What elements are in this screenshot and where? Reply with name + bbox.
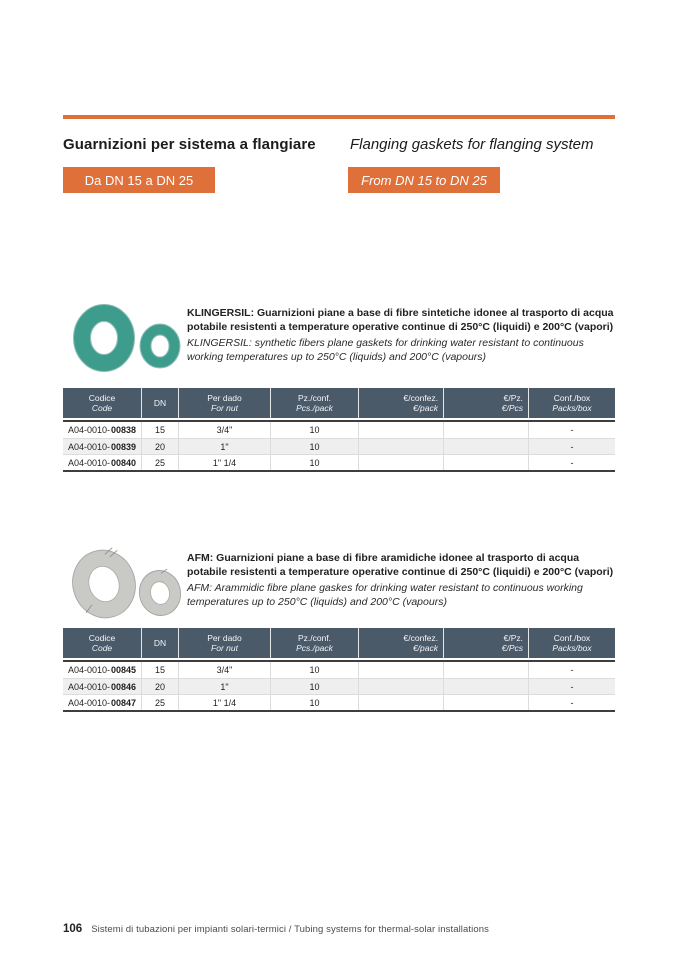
afm-product-table: Codice Code DN Per dado For nut Pz./conf. P… <box>63 628 615 712</box>
cell-eur-pcs <box>443 455 528 470</box>
cell-nut: 1" 1/4 <box>178 455 270 470</box>
cell-pcs-pack: 10 <box>270 439 358 454</box>
column-header-pcs-pack: Pz./conf. Pcs./pack <box>270 388 358 418</box>
column-header-eur-pcs: €/Pz. €/Pcs <box>443 628 528 658</box>
cell-packs-box: - <box>528 455 615 470</box>
cell-packs-box: - <box>528 422 615 438</box>
column-header-eur-pack: €/confez. €/pack <box>358 388 443 418</box>
table-row: A04-0010- 00839 20 1" 10 - <box>63 438 615 454</box>
column-header-eur-pcs: €/Pz. €/Pcs <box>443 388 528 418</box>
column-header-code: Codice Code <box>88 393 116 413</box>
cell-nut: 3/4" <box>178 422 270 438</box>
cell-pcs-pack: 10 <box>270 422 358 438</box>
accent-divider-rule <box>63 115 615 119</box>
afm-description: AFM: Guarnizioni piane a base di fibre a… <box>187 551 617 609</box>
cell-eur-pcs <box>443 439 528 454</box>
column-header-dn: DN <box>141 388 178 418</box>
table-body: A04-0010- 00838 15 3/4" 10 - A04-0010- 008… <box>63 420 615 472</box>
klingersil-description-italian: KLINGERSIL: Guarnizioni piane a base di … <box>187 307 614 333</box>
column-header-code: Codice Code <box>88 633 116 653</box>
cell-nut: 1" <box>178 679 270 694</box>
cell-dn: 20 <box>141 439 178 454</box>
cell-code: A04-0010- 00845 <box>67 665 137 675</box>
cell-code: A04-0010- 00838 <box>67 425 137 435</box>
cell-dn: 15 <box>141 662 178 678</box>
column-header-eur-pack: €/confez. €/pack <box>358 628 443 658</box>
cell-eur-pack <box>358 679 443 694</box>
cell-packs-box: - <box>528 662 615 678</box>
cell-eur-pack <box>358 695 443 710</box>
cell-dn: 25 <box>141 455 178 470</box>
cell-eur-pcs <box>443 695 528 710</box>
cell-pcs-pack: 10 <box>270 679 358 694</box>
klingersil-product-table: Codice Code DN Per dado For nut Pz./conf. P… <box>63 388 615 472</box>
page-title-italian: Guarnizioni per sistema a flangiare <box>63 136 316 153</box>
afm-gasket-rings-image <box>68 544 186 624</box>
cell-dn: 20 <box>141 679 178 694</box>
cell-pcs-pack: 10 <box>270 662 358 678</box>
cell-dn: 15 <box>141 422 178 438</box>
cell-packs-box: - <box>528 695 615 710</box>
table-header-row: Codice Code DN Per dado For nut Pz./conf. P… <box>63 628 615 658</box>
column-header-dn: DN <box>141 628 178 658</box>
dn-range-badge-english: From DN 15 to DN 25 <box>348 167 500 193</box>
cell-eur-pack <box>358 455 443 470</box>
footer-caption: Sistemi di tubazioni per impianti solari… <box>91 924 489 935</box>
dn-range-badge-italian: Da DN 15 a DN 25 <box>63 167 215 193</box>
table-header-row: Codice Code DN Per dado For nut Pz./conf. P… <box>63 388 615 418</box>
cell-dn: 25 <box>141 695 178 710</box>
cell-packs-box: - <box>528 679 615 694</box>
table-row: A04-0010- 00840 25 1" 1/4 10 - <box>63 454 615 470</box>
klingersil-description: KLINGERSIL: Guarnizioni piane a base di … <box>187 306 617 364</box>
cell-code: A04-0010- 00847 <box>67 697 137 708</box>
page-footer: 106 Sistemi di tubazioni per impianti so… <box>63 923 489 935</box>
cell-eur-pcs <box>443 679 528 694</box>
cell-packs-box: - <box>528 439 615 454</box>
afm-description-italian: AFM: Guarnizioni piane a base di fibre a… <box>187 552 614 578</box>
cell-pcs-pack: 10 <box>270 455 358 470</box>
cell-code: A04-0010- 00839 <box>67 441 137 452</box>
table-row: A04-0010- 00847 25 1" 1/4 10 - <box>63 694 615 710</box>
page-number: 106 <box>63 923 83 935</box>
page-title-english: Flanging gaskets for flanging system <box>350 136 594 153</box>
column-header-for-nut: Per dado For nut <box>178 628 270 658</box>
cell-eur-pack <box>358 422 443 438</box>
column-header-packs-box: Conf./box Packs/box <box>528 628 615 658</box>
column-header-packs-box: Conf./box Packs/box <box>528 388 615 418</box>
cell-code: A04-0010- 00840 <box>67 457 137 468</box>
klingersil-gasket-rings-image <box>68 299 186 379</box>
table-body: A04-0010- 00845 15 3/4" 10 - A04-0010- 008… <box>63 660 615 712</box>
afm-description-english: AFM: Arammidic fibre plane gaskes for dr… <box>187 582 583 608</box>
cell-nut: 1" <box>178 439 270 454</box>
cell-eur-pack <box>358 439 443 454</box>
table-row: A04-0010- 00846 20 1" 10 - <box>63 678 615 694</box>
cell-code: A04-0010- 00846 <box>67 681 137 692</box>
cell-nut: 3/4" <box>178 662 270 678</box>
klingersil-description-english: KLINGERSIL: synthetic fibers plane gaske… <box>187 337 584 363</box>
cell-eur-pcs <box>443 662 528 678</box>
cell-pcs-pack: 10 <box>270 695 358 710</box>
table-row: A04-0010- 00845 15 3/4" 10 - <box>63 662 615 678</box>
table-row: A04-0010- 00838 15 3/4" 10 - <box>63 422 615 438</box>
cell-nut: 1" 1/4 <box>178 695 270 710</box>
cell-eur-pack <box>358 662 443 678</box>
column-header-for-nut: Per dado For nut <box>178 388 270 418</box>
column-header-pcs-pack: Pz./conf. Pcs./pack <box>270 628 358 658</box>
cell-eur-pcs <box>443 422 528 438</box>
